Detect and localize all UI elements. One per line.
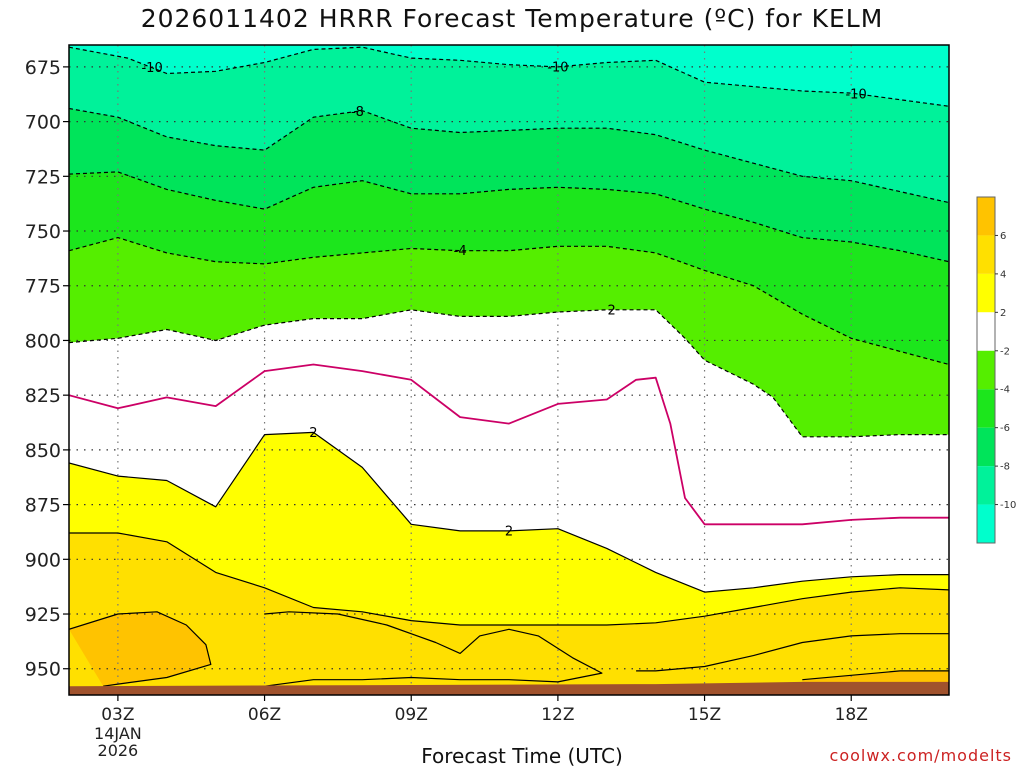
ground-terrain — [69, 681, 949, 695]
colorbar-segment — [977, 312, 995, 351]
fill-region-band-7 — [69, 533, 949, 695]
x-tick-sublabel: 14JAN — [94, 724, 142, 743]
contour-label: -10 — [547, 60, 568, 75]
y-tick-label: 925 — [25, 604, 61, 626]
contour-line — [69, 171, 949, 263]
x-tick-sublabel: 2026 — [98, 741, 139, 760]
y-tick-label: 800 — [25, 330, 61, 352]
colorbar-segment — [977, 389, 995, 428]
fill-region-warm-pocket — [69, 611, 211, 687]
y-tick-label: 875 — [25, 495, 61, 517]
colorbar-tick-label: -6 — [1000, 423, 1010, 434]
y-tick-label: 850 — [25, 440, 61, 462]
x-tick-label: 18Z — [835, 705, 868, 725]
x-tick-label: 15Z — [688, 705, 721, 725]
y-tick-label: 900 — [25, 549, 61, 571]
x-tick-label: 03Z — [101, 705, 134, 725]
contour-line — [264, 611, 603, 687]
x-tick-label: 12Z — [541, 705, 574, 725]
colorbar-tick-label: 4 — [1000, 269, 1006, 280]
colorbar-segment — [977, 235, 995, 274]
colorbar-tick-label: -2 — [1000, 346, 1010, 357]
contour-label: -4 — [454, 244, 467, 259]
credit-text: coolwx.com/modelts — [829, 746, 1012, 765]
contour-label: 2 — [309, 426, 317, 441]
y-tick-label: 675 — [25, 57, 61, 79]
colorbar-segment — [977, 273, 995, 313]
contour-label: -8 — [351, 105, 364, 120]
contour-line — [69, 363, 949, 526]
contour-label: -10 — [141, 61, 162, 76]
y-tick-label: 825 — [25, 385, 61, 407]
colorbar-frame — [976, 196, 996, 544]
chart-title: 2026011402 HRRR Forecast Temperature (ºC… — [140, 4, 884, 33]
contour-line — [69, 46, 949, 107]
x-tick-label: 06Z — [248, 705, 281, 725]
colorbar-segment — [977, 350, 995, 390]
y-tick-label: 775 — [25, 276, 61, 298]
contour-label: 2 — [505, 524, 513, 539]
contour-label: -10 — [845, 87, 866, 102]
colorbar-tick-label: -4 — [1000, 385, 1010, 396]
contour-line — [69, 431, 949, 593]
contour-line — [802, 670, 949, 681]
colorbar-tick-label: -8 — [1000, 462, 1010, 473]
colorbar-segment — [977, 427, 995, 467]
contour-label: 2 — [608, 303, 616, 318]
colorbar-tick-label: 6 — [1000, 231, 1006, 242]
contour-line — [69, 532, 949, 626]
contour-line — [69, 237, 949, 366]
colorbar-segment — [977, 466, 995, 505]
colorbar-tick-label: 2 — [1000, 308, 1006, 319]
x-axis-label: Forecast Time (UTC) — [421, 744, 623, 768]
y-tick-label: 950 — [25, 659, 61, 681]
colorbar-segment — [977, 197, 995, 236]
plot-frame — [68, 44, 950, 696]
y-tick-label: 725 — [25, 166, 61, 188]
colorbar-segment — [977, 504, 995, 543]
y-tick-label: 750 — [25, 221, 61, 243]
contour-line — [69, 107, 949, 204]
contour-line — [69, 611, 212, 687]
x-tick-label: 09Z — [395, 705, 428, 725]
colorbar-tick-label: -10 — [1000, 500, 1016, 511]
y-tick-label: 700 — [25, 112, 61, 134]
contour-line — [636, 633, 949, 672]
